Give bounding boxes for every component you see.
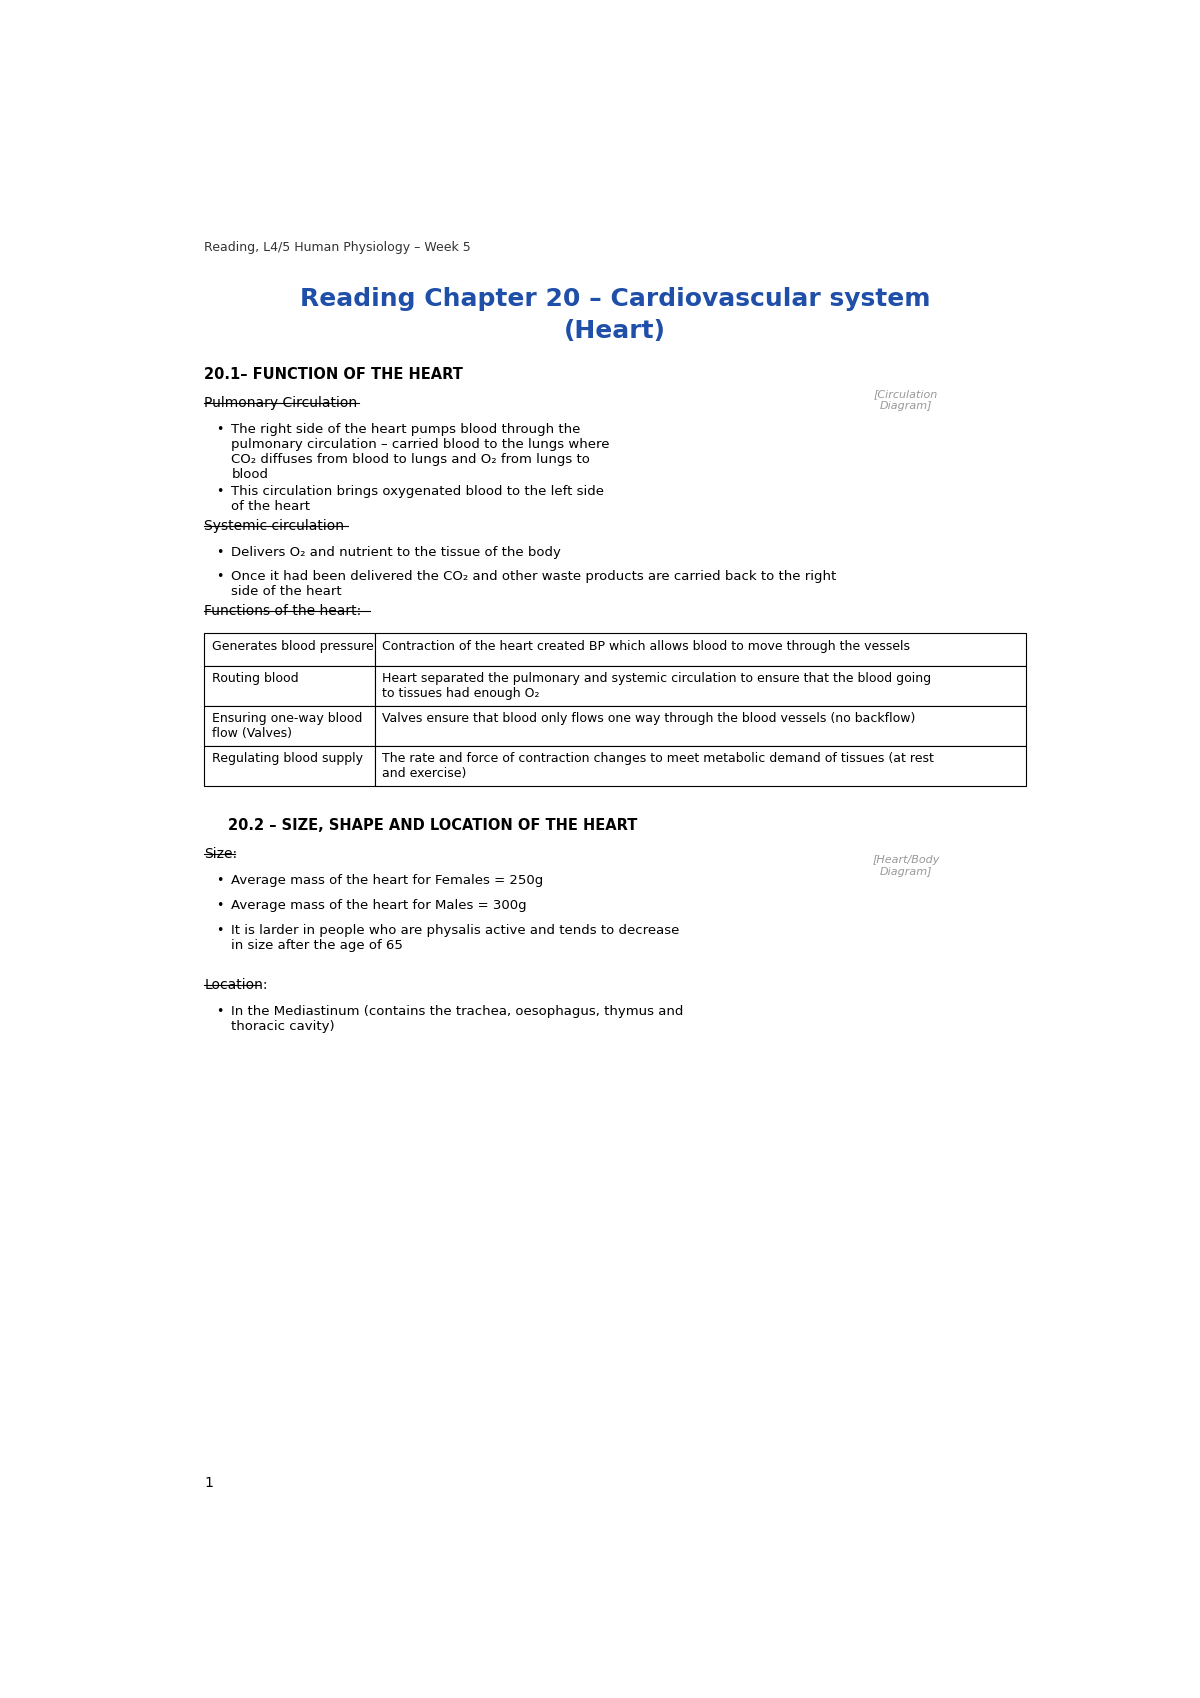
Text: Reading Chapter 20 – Cardiovascular system: Reading Chapter 20 – Cardiovascular syst… xyxy=(300,287,930,311)
Text: Average mass of the heart for Females = 250g: Average mass of the heart for Females = … xyxy=(232,874,544,888)
Text: •: • xyxy=(216,486,223,498)
Text: [Heart/Body
Diagram]: [Heart/Body Diagram] xyxy=(872,856,940,876)
Text: Routing blood: Routing blood xyxy=(212,672,299,684)
Text: Location:: Location: xyxy=(204,978,268,992)
Text: Average mass of the heart for Males = 300g: Average mass of the heart for Males = 30… xyxy=(232,898,527,912)
FancyBboxPatch shape xyxy=(374,706,1026,745)
Text: Size:: Size: xyxy=(204,847,238,861)
FancyBboxPatch shape xyxy=(204,745,374,786)
Text: •: • xyxy=(216,924,223,937)
Text: •: • xyxy=(216,547,223,559)
Text: Heart separated the pulmonary and systemic circulation to ensure that the blood : Heart separated the pulmonary and system… xyxy=(383,672,931,700)
FancyBboxPatch shape xyxy=(374,745,1026,786)
Text: •: • xyxy=(216,1005,223,1017)
FancyBboxPatch shape xyxy=(374,633,1026,666)
Text: Delivers O₂ and nutrient to the tissue of the body: Delivers O₂ and nutrient to the tissue o… xyxy=(232,547,562,559)
Text: Regulating blood supply: Regulating blood supply xyxy=(212,752,364,766)
Text: Once it had been delivered the CO₂ and other waste products are carried back to : Once it had been delivered the CO₂ and o… xyxy=(232,569,836,598)
Text: Valves ensure that blood only flows one way through the blood vessels (no backfl: Valves ensure that blood only flows one … xyxy=(383,711,916,725)
Text: 1: 1 xyxy=(204,1476,214,1489)
Text: (Heart): (Heart) xyxy=(564,319,666,343)
Text: This circulation brings oxygenated blood to the left side
of the heart: This circulation brings oxygenated blood… xyxy=(232,486,605,513)
FancyBboxPatch shape xyxy=(204,666,374,706)
FancyBboxPatch shape xyxy=(204,633,374,666)
Text: •: • xyxy=(216,423,223,436)
Text: 20.1– FUNCTION OF THE HEART: 20.1– FUNCTION OF THE HEART xyxy=(204,367,463,382)
Text: Reading, L4/5 Human Physiology – Week 5: Reading, L4/5 Human Physiology – Week 5 xyxy=(204,241,470,253)
Text: The right side of the heart pumps blood through the
pulmonary circulation – carr: The right side of the heart pumps blood … xyxy=(232,423,610,481)
Text: Systemic circulation: Systemic circulation xyxy=(204,520,344,533)
Text: The rate and force of contraction changes to meet metabolic demand of tissues (a: The rate and force of contraction change… xyxy=(383,752,935,779)
Text: [Circulation
Diagram]: [Circulation Diagram] xyxy=(874,389,938,411)
Text: Ensuring one-way blood
flow (Valves): Ensuring one-way blood flow (Valves) xyxy=(212,711,362,740)
Text: •: • xyxy=(216,874,223,888)
Text: It is larder in people who are physalis active and tends to decrease
in size aft: It is larder in people who are physalis … xyxy=(232,924,679,951)
Text: •: • xyxy=(216,898,223,912)
Text: In the Mediastinum (contains the trachea, oesophagus, thymus and
thoracic cavity: In the Mediastinum (contains the trachea… xyxy=(232,1005,684,1032)
Text: Generates blood pressure: Generates blood pressure xyxy=(212,640,373,652)
FancyBboxPatch shape xyxy=(204,706,374,745)
FancyBboxPatch shape xyxy=(374,666,1026,706)
Text: Contraction of the heart created BP which allows blood to move through the vesse: Contraction of the heart created BP whic… xyxy=(383,640,911,652)
Text: Pulmonary Circulation: Pulmonary Circulation xyxy=(204,396,358,411)
Text: •: • xyxy=(216,569,223,582)
Text: Functions of the heart:: Functions of the heart: xyxy=(204,604,361,618)
Text: 20.2 – SIZE, SHAPE AND LOCATION OF THE HEART: 20.2 – SIZE, SHAPE AND LOCATION OF THE H… xyxy=(228,818,637,834)
